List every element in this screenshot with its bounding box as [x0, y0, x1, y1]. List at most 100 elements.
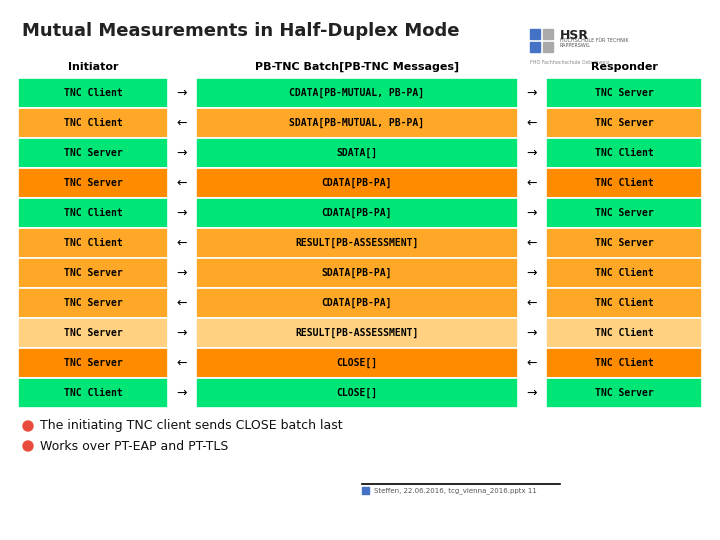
Bar	[196, 318, 518, 348]
Text: CDATA[PB-PA]: CDATA[PB-PA]	[322, 178, 392, 188]
Text: RAPPERSWIL: RAPPERSWIL	[560, 43, 591, 48]
Bar	[18, 168, 168, 198]
Bar	[196, 108, 518, 138]
Text: →: →	[176, 206, 187, 219]
Text: ←: ←	[527, 177, 537, 190]
Bar	[518, 378, 546, 408]
Text: FHO Fachhochschule Ostschweiz: FHO Fachhochschule Ostschweiz	[530, 60, 609, 65]
Bar	[518, 288, 546, 318]
Bar	[168, 168, 196, 198]
Text: CLOSE[]: CLOSE[]	[336, 358, 377, 368]
Text: TNC Client: TNC Client	[595, 178, 653, 188]
Bar	[530, 42, 540, 52]
Text: TNC Client: TNC Client	[595, 358, 653, 368]
Text: HOCHSCHULE FÜR TECHNIK: HOCHSCHULE FÜR TECHNIK	[560, 38, 629, 43]
Bar	[196, 228, 518, 258]
Bar	[518, 108, 546, 138]
Bar	[196, 378, 518, 408]
Bar	[518, 228, 546, 258]
Bar	[18, 108, 168, 138]
Text: ←: ←	[176, 296, 187, 309]
Text: The initiating TNC client sends CLOSE batch last: The initiating TNC client sends CLOSE ba…	[40, 420, 343, 433]
Bar	[168, 348, 196, 378]
Text: TNC Client: TNC Client	[595, 148, 653, 158]
Bar	[546, 348, 702, 378]
Text: TNC Server: TNC Server	[63, 268, 122, 278]
Bar	[543, 42, 553, 52]
Text: →: →	[527, 146, 537, 159]
Text: →: →	[176, 146, 187, 159]
Text: SDATA[PB-PA]: SDATA[PB-PA]	[322, 268, 392, 278]
Text: TNC Server: TNC Server	[63, 148, 122, 158]
Text: Mutual Measurements in Half-Duplex Mode: Mutual Measurements in Half-Duplex Mode	[22, 22, 459, 40]
Bar	[18, 258, 168, 288]
Bar	[546, 108, 702, 138]
Text: ←: ←	[176, 117, 187, 130]
Text: →: →	[176, 327, 187, 340]
Bar	[168, 78, 196, 108]
Text: ←: ←	[176, 237, 187, 249]
Bar	[546, 78, 702, 108]
Bar	[168, 318, 196, 348]
Bar	[546, 288, 702, 318]
Circle shape	[23, 441, 33, 451]
Text: TNC Server: TNC Server	[63, 358, 122, 368]
Bar	[196, 288, 518, 318]
Text: →: →	[527, 327, 537, 340]
Bar	[518, 198, 546, 228]
Bar	[196, 138, 518, 168]
Bar	[518, 348, 546, 378]
Bar	[196, 258, 518, 288]
Text: TNC Server: TNC Server	[595, 118, 653, 128]
Text: TNC Server: TNC Server	[595, 388, 653, 398]
Bar	[18, 378, 168, 408]
Text: TNC Server: TNC Server	[63, 298, 122, 308]
Bar	[546, 318, 702, 348]
Text: ←: ←	[176, 356, 187, 369]
Bar	[518, 258, 546, 288]
Text: TNC Server: TNC Server	[595, 238, 653, 248]
Text: TNC Client: TNC Client	[63, 238, 122, 248]
Text: RESULT[PB-ASSESSMENT]: RESULT[PB-ASSESSMENT]	[295, 328, 419, 338]
Text: PB-TNC Batch[PB-TNC Messages]: PB-TNC Batch[PB-TNC Messages]	[255, 62, 459, 72]
Bar	[518, 138, 546, 168]
Bar	[196, 198, 518, 228]
Text: ←: ←	[176, 177, 187, 190]
Bar	[168, 228, 196, 258]
Bar	[546, 138, 702, 168]
Text: TNC Client: TNC Client	[63, 88, 122, 98]
Bar	[18, 78, 168, 108]
Bar	[362, 487, 369, 494]
Bar	[196, 78, 518, 108]
Text: TNC Server: TNC Server	[63, 328, 122, 338]
Text: SDATA[PB-MUTUAL, PB-PA]: SDATA[PB-MUTUAL, PB-PA]	[289, 118, 425, 128]
Bar	[18, 198, 168, 228]
Text: TNC Client: TNC Client	[63, 208, 122, 218]
Bar	[518, 168, 546, 198]
Text: TNC Server: TNC Server	[63, 178, 122, 188]
Text: Works over PT-EAP and PT-TLS: Works over PT-EAP and PT-TLS	[40, 440, 228, 453]
Text: TNC Server: TNC Server	[595, 208, 653, 218]
Text: →: →	[527, 267, 537, 280]
Bar	[168, 108, 196, 138]
Text: CDATA[PB-MUTUAL, PB-PA]: CDATA[PB-MUTUAL, PB-PA]	[289, 88, 425, 98]
Bar	[18, 348, 168, 378]
Text: CDATA[PB-PA]: CDATA[PB-PA]	[322, 208, 392, 218]
Text: ←: ←	[527, 296, 537, 309]
Bar	[518, 318, 546, 348]
Bar	[18, 138, 168, 168]
Bar	[518, 78, 546, 108]
Text: Steffen, 22.06.2016, tcg_vienna_2016.pptx 11: Steffen, 22.06.2016, tcg_vienna_2016.ppt…	[374, 488, 537, 495]
Bar	[530, 29, 540, 39]
Bar	[546, 168, 702, 198]
Bar	[546, 228, 702, 258]
Text: SDATA[]: SDATA[]	[336, 148, 377, 158]
Text: TNC Client: TNC Client	[595, 268, 653, 278]
Text: CLOSE[]: CLOSE[]	[336, 388, 377, 398]
Text: →: →	[176, 86, 187, 99]
Text: TNC Server: TNC Server	[595, 88, 653, 98]
Text: TNC Client: TNC Client	[595, 328, 653, 338]
Text: →: →	[527, 86, 537, 99]
Text: TNC Client: TNC Client	[63, 388, 122, 398]
Bar	[18, 288, 168, 318]
